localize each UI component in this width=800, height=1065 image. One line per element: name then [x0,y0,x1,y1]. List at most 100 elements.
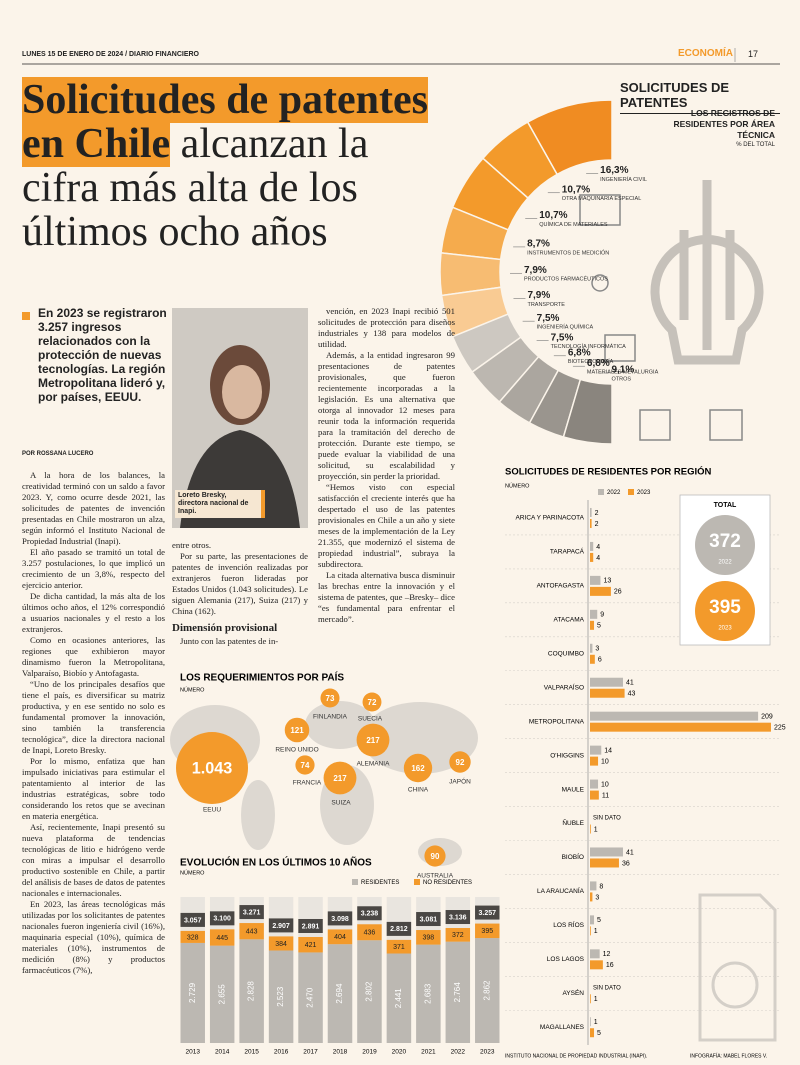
bar [590,915,595,925]
headline-rest: alcanzan la cifra más alta de los último… [22,121,369,255]
value-label: 7,5% [551,332,574,343]
total-box [239,905,264,920]
x-tick-label: 2018 [333,1049,348,1056]
value-label: 217 [333,774,347,783]
category-label: SUECIA [358,716,383,723]
paragraph: Junto con las patentes de in- [180,636,279,646]
category-label: TARAPACÁ [550,547,585,556]
bubble [356,723,390,757]
value-label: 5 [597,1030,601,1037]
legend-swatch [352,879,358,885]
value-label: 90 [431,852,440,861]
category-label: MATERIALES METALURGIA [587,370,659,376]
total-box [357,906,382,921]
paragraph: “Uno de los principales desafíos que tie… [22,679,165,755]
total-box [416,912,441,927]
legend-label: RESIDENTES [361,880,399,886]
bar-segment [209,929,235,946]
bar-segment [239,923,264,940]
bar [590,518,592,528]
x-tick-label: 2019 [362,1049,377,1056]
category-label: SUIZA [331,800,351,807]
category-label: BIOBÍO [562,852,584,861]
bar-segment [180,930,205,943]
total-value: 372 [709,531,741,552]
bubble [176,732,248,804]
category-label: OTROS [611,376,631,382]
value-label: 4 [596,555,600,562]
value-label: 10 [601,758,609,765]
bar-segment [327,944,353,1043]
value-label: 225 [774,725,786,732]
paragraph: “Hemos visto con especial satisfacción e… [318,482,455,569]
value-label: 36 [622,860,630,867]
value-label: 2.828 [247,981,256,1002]
chart-unit: % DEL TOTAL [736,142,775,148]
value-label: 92 [456,758,465,767]
value-label: 41 [626,680,634,687]
value-label: 10,7% [562,184,590,195]
bar [590,858,619,868]
bar-segment [386,939,412,954]
total-box [386,921,412,936]
bar-segment [180,942,205,1043]
bar [590,745,602,755]
bar [590,643,593,653]
category-label: JAPÓN [449,777,471,786]
credit: INSTITUTO NACIONAL DE PROPIEDAD INDUSTRI… [505,1053,647,1059]
bar [590,609,598,619]
legend-swatch [598,489,604,495]
chart-subtitle: LOS REGISTROS DE RESIDENTES POR ÁREA TÉC… [673,108,775,140]
credit: INFOGRAFÍA: MABEL FLORES V. [690,1052,767,1059]
bubble [362,692,382,712]
bullet [22,312,30,320]
value-label: 16,3% [600,165,628,176]
paragraph: Por su parte, las presentaciones de pate… [172,551,308,616]
value-label: 2.523 [276,986,285,1007]
lead: En 2023 se registraron 3.257 ingresos re… [38,306,167,404]
bar [590,722,771,732]
value-label: 5 [597,917,601,924]
bubble [295,755,315,775]
value-label: 26 [614,589,622,596]
value-label: 74 [301,761,310,770]
category-label: VALPARAÍSO [544,682,584,691]
total-circle [695,515,755,575]
bubble [424,845,446,867]
column: A la hora de los balances, la creativida… [22,470,165,1055]
value-label: 2.862 [482,980,491,1001]
total-box [327,911,353,926]
value-label: 2.470 [306,987,315,1008]
x-tick-label: 2017 [303,1049,318,1056]
value-label: 384 [275,941,287,948]
legend-swatch [628,489,634,495]
total-box [445,910,471,925]
value-label: 1 [594,1019,598,1026]
bar-segment [445,941,471,1043]
value-label: 1 [594,996,598,1003]
total-label: 3.098 [331,916,349,923]
value-label: 2 [595,510,599,517]
bubble [449,751,471,773]
value-label: 2.729 [188,982,197,1003]
value-label: 371 [393,944,405,951]
photo-face [222,365,262,419]
chart-unit: NÚMERO [180,686,205,693]
header-date: LUNES 15 DE ENERO DE 2024 / DIARIO FINAN… [22,51,199,58]
category-label: CHINA [408,787,429,794]
bubble [284,717,310,743]
total-box [180,912,205,927]
paragraph: vención, en 2023 Inapi recibió 501 solic… [318,306,455,349]
category-label: INGENIERÍA QUÍMICA [537,324,594,331]
x-tick-label: 2023 [480,1049,495,1056]
bubble [403,753,433,783]
chart-unit: NÚMERO [505,482,530,489]
value-label: 9,1% [611,365,634,376]
bar-segment [445,928,471,942]
x-tick-label: 2022 [451,1049,466,1056]
bar [590,541,594,551]
value-label: 1 [594,826,598,833]
headline: Solicitudes de patentes en Chile alcanza… [22,77,442,255]
